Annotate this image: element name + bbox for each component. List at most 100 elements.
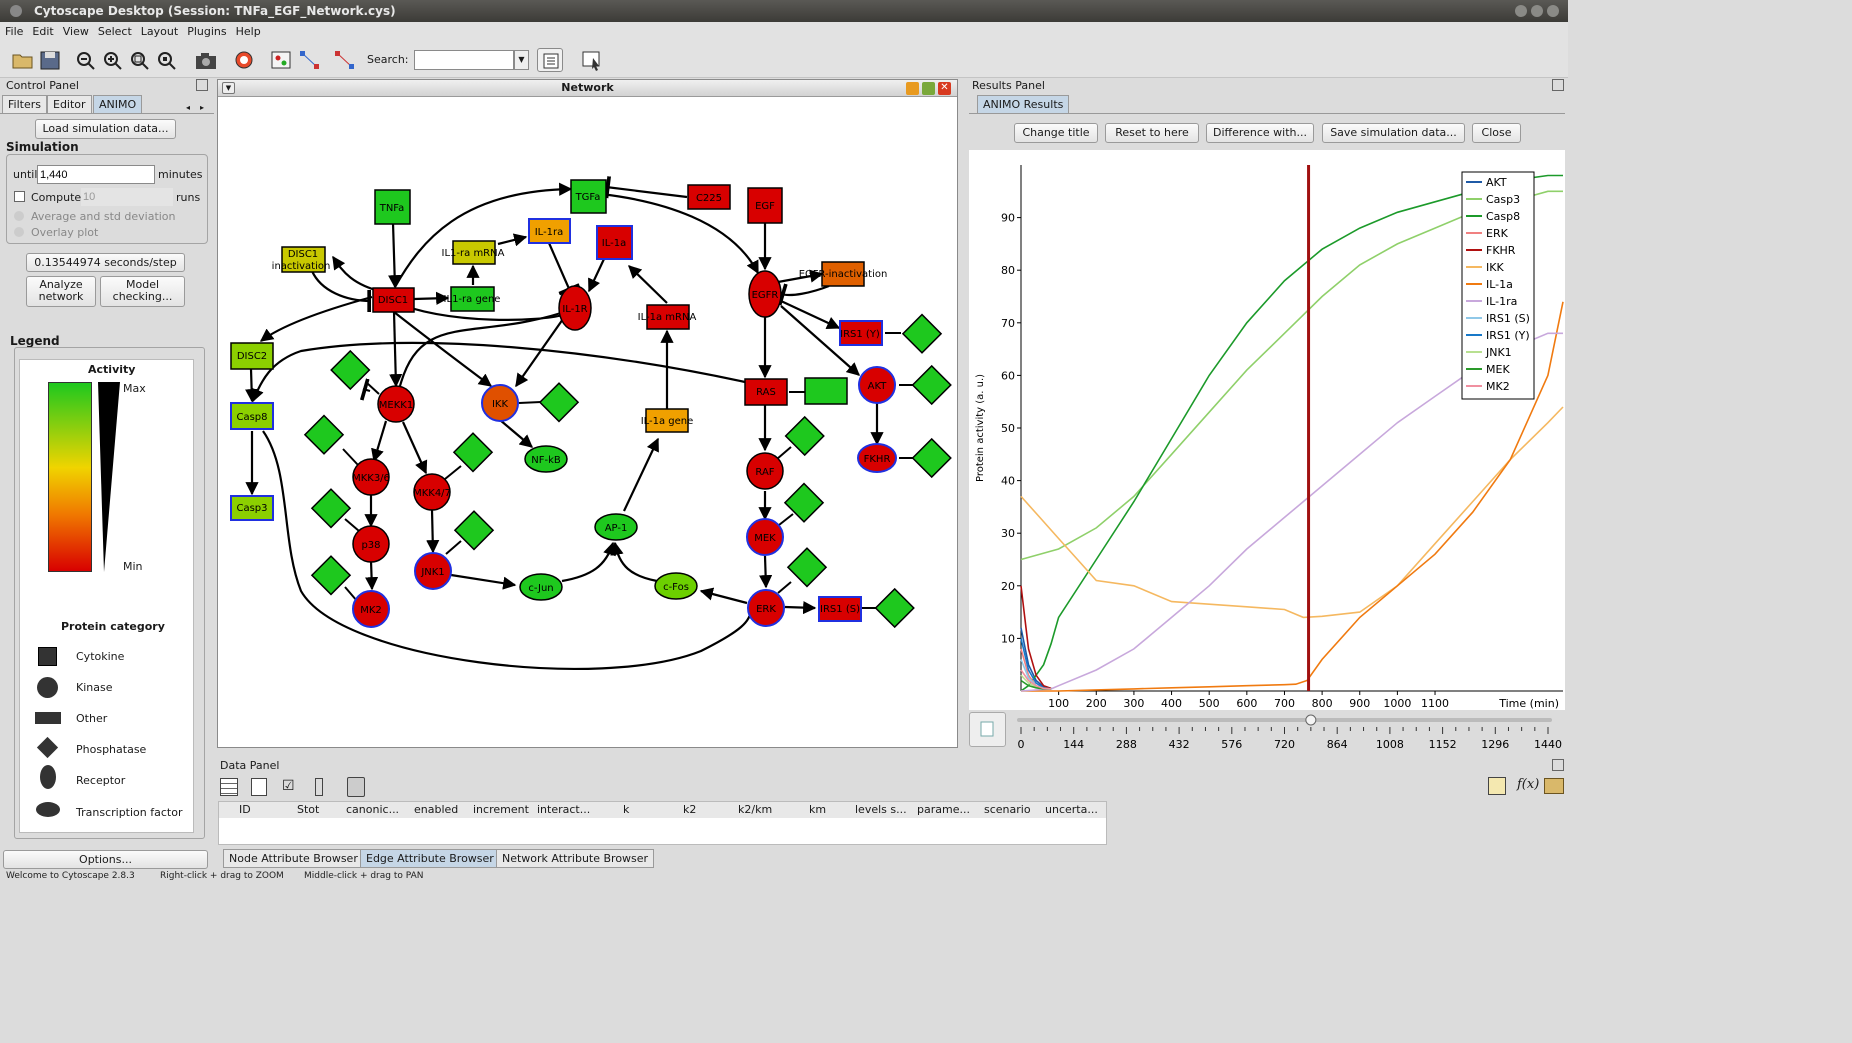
runs-input[interactable] (81, 188, 173, 206)
svg-text:EGFR-inactivation: EGFR-inactivation (799, 269, 888, 280)
import-folder-icon[interactable] (1544, 778, 1564, 794)
save-simulation-data-button[interactable]: Save simulation data... (1322, 123, 1465, 143)
reset-to-here-button[interactable]: Reset to here (1105, 123, 1199, 143)
col-interact[interactable]: interact... (537, 803, 591, 816)
zoom-in-icon[interactable] (100, 48, 126, 72)
tab-editor[interactable]: Editor (47, 95, 92, 113)
spreadsheet-icon[interactable] (1488, 777, 1506, 795)
network-maximize-icon[interactable] (922, 82, 935, 95)
results-undock-icon[interactable] (1552, 79, 1564, 91)
load-simulation-button[interactable]: Load simulation data... (35, 119, 176, 139)
tab-edge-attribute-browser[interactable]: Edge Attribute Browser (360, 849, 500, 868)
camera-icon[interactable] (193, 48, 219, 72)
menu-help[interactable]: Help (235, 25, 261, 38)
col-uncertainty[interactable]: uncerta... (1045, 803, 1098, 816)
function-icon[interactable]: f(x) (1517, 777, 1540, 792)
slider-tick-label: 432 (1169, 738, 1190, 751)
options-button[interactable]: Options... (3, 850, 208, 869)
col-enabled[interactable]: enabled (414, 803, 459, 816)
svg-text:IL-1R: IL-1R (562, 304, 587, 315)
seconds-per-step-button[interactable]: 0.13544974 seconds/step (26, 253, 185, 272)
close-window-icon[interactable] (1547, 5, 1559, 17)
legend-other: Other (76, 712, 108, 725)
table-select-icon[interactable] (220, 778, 238, 796)
time-slider[interactable]: 0 144 288 432 576 720 864 1008 1152 1296 1440 (1008, 712, 1564, 752)
menu-edit[interactable]: Edit (32, 25, 54, 38)
until-input[interactable] (37, 165, 155, 184)
network-layout-icon[interactable] (297, 48, 323, 72)
results-panel: Results Panel ANIMO Results Change title… (966, 78, 1568, 758)
tab-scroll-right-icon[interactable]: ▸ (200, 103, 205, 112)
tab-animo[interactable]: ANIMO (93, 95, 143, 113)
zoom-out-icon[interactable] (73, 48, 99, 72)
col-km[interactable]: km (809, 803, 827, 816)
col-k2-km[interactable]: k2/km (738, 803, 773, 816)
menu-file[interactable]: File (5, 25, 24, 38)
legend-heading: Legend (10, 334, 60, 348)
save-icon[interactable] (37, 48, 63, 72)
zoom-fit-icon[interactable] (127, 48, 153, 72)
trash-icon[interactable] (347, 777, 365, 797)
close-results-button[interactable]: Close (1472, 123, 1521, 143)
svg-text:AP-1: AP-1 (605, 523, 628, 534)
menu-layout[interactable]: Layout (140, 25, 179, 38)
col-k2[interactable]: k2 (683, 803, 697, 816)
activity-chart[interactable]: 10 20 30 40 50 60 70 80 90 100 200 300 400 500 600 700 8… (969, 150, 1565, 710)
tab-filters[interactable]: Filters (2, 95, 47, 113)
help-lifebuoy-icon[interactable] (231, 48, 257, 72)
x-tick-label: 500 (1199, 697, 1220, 710)
tab-animo-results[interactable]: ANIMO Results (977, 95, 1070, 113)
col-levels[interactable]: levels s... (855, 803, 907, 816)
col-parameters[interactable]: parame... (917, 803, 970, 816)
tab-network-attribute-browser[interactable]: Network Attribute Browser (496, 849, 655, 868)
menu-select[interactable]: Select (97, 25, 132, 38)
copy-icon[interactable] (969, 712, 1006, 747)
menu-view[interactable]: View (62, 25, 89, 38)
difference-with-button[interactable]: Difference with... (1206, 123, 1314, 143)
checklist-icon[interactable]: ☑ (282, 778, 295, 794)
search-options-icon[interactable] (537, 48, 563, 72)
open-folder-icon[interactable] (10, 48, 36, 72)
vizmapper-icon[interactable] (268, 48, 294, 72)
tab-scroll-left-icon[interactable]: ◂ (186, 103, 191, 112)
data-undock-icon[interactable] (1552, 759, 1564, 771)
tab-node-attribute-browser[interactable]: Node Attribute Browser (223, 849, 364, 868)
col-stot[interactable]: Stot (297, 803, 320, 816)
network-minimize-icon[interactable] (906, 82, 919, 95)
x-tick-label: 1000 (1383, 697, 1411, 710)
svg-text:IL-1a mRNA: IL-1a mRNA (638, 312, 697, 323)
analyze-network-button[interactable]: Analyze network (26, 276, 96, 307)
new-attribute-icon[interactable] (251, 778, 267, 796)
search-dropdown-icon[interactable]: ▼ (514, 50, 529, 70)
attribute-list-icon[interactable] (315, 778, 323, 796)
maximize-icon[interactable] (1531, 5, 1543, 17)
x-tick-label: 600 (1236, 697, 1257, 710)
menu-plugins[interactable]: Plugins (187, 25, 227, 38)
col-canonic[interactable]: canonic... (346, 803, 400, 816)
col-scenario[interactable]: scenario (984, 803, 1031, 816)
select-tool-icon[interactable] (579, 48, 605, 72)
model-checking-button[interactable]: Model checking... (100, 276, 185, 307)
legend-entry: JNK1 (1485, 346, 1512, 359)
overlay-radio[interactable] (14, 227, 24, 237)
col-k[interactable]: k (623, 803, 630, 816)
search-input[interactable] (414, 50, 514, 70)
col-increment[interactable]: increment (473, 803, 529, 816)
compute-checkbox[interactable] (14, 191, 25, 202)
attribute-table[interactable]: ID Stot canonic... enabled increment int… (218, 801, 1107, 845)
change-title-button[interactable]: Change title (1014, 123, 1098, 143)
slider-knob[interactable] (1305, 714, 1317, 726)
network-close-icon[interactable]: ✕ (938, 82, 951, 95)
new-network-icon[interactable] (332, 48, 358, 72)
x-tick-label: 800 (1312, 697, 1333, 710)
svg-text:C225: C225 (696, 193, 722, 204)
minimize-icon[interactable] (1515, 5, 1527, 17)
zoom-selected-icon[interactable] (154, 48, 180, 72)
svg-text:IL-1ra: IL-1ra (535, 227, 564, 238)
network-menu-icon[interactable]: ▼ (222, 82, 235, 94)
col-id[interactable]: ID (239, 803, 251, 816)
undock-icon[interactable] (196, 79, 208, 91)
average-radio[interactable] (14, 211, 24, 221)
legend-entry: ERK (1486, 227, 1509, 240)
